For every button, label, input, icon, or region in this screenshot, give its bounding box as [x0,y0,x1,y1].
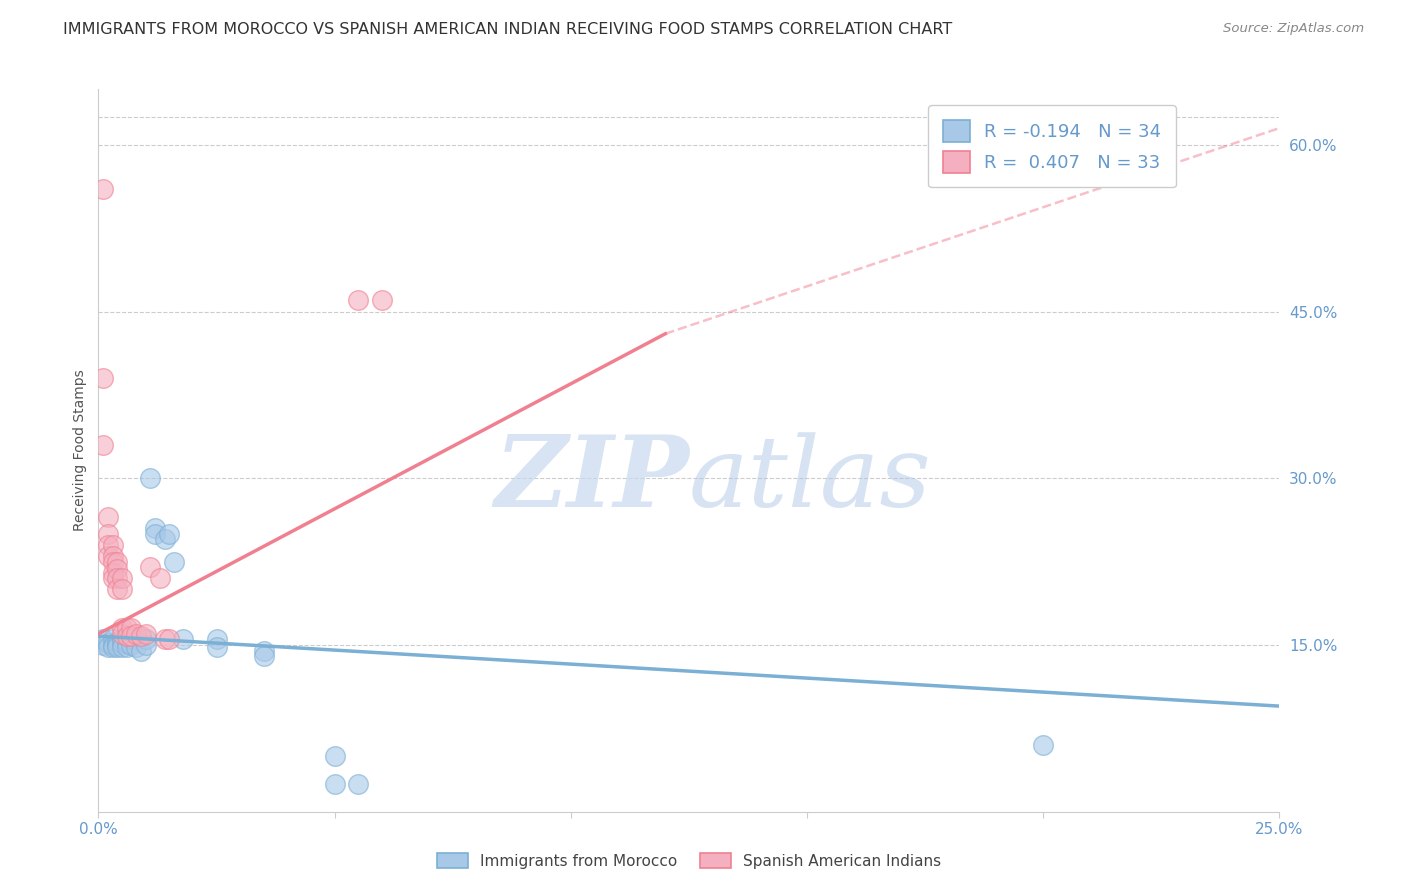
Point [347,293,370,308]
Point [121,638,143,652]
Point [111,632,134,647]
Y-axis label: Receiving Food Stamps: Receiving Food Stamps [73,369,87,532]
Text: atlas: atlas [689,432,932,527]
Point [97,549,120,563]
Point [323,777,346,791]
Point [143,526,166,541]
Point [157,526,180,541]
Point [105,638,128,652]
Point [205,640,228,655]
Point [101,555,124,569]
Point [101,538,124,552]
Legend: Immigrants from Morocco, Spanish American Indians: Immigrants from Morocco, Spanish America… [429,845,949,876]
Point [115,640,138,655]
Point [101,632,124,647]
Point [347,777,370,791]
Point [105,640,128,655]
Point [253,643,276,657]
Point [97,538,120,552]
Point [97,510,120,524]
Point [139,471,162,485]
Point [253,649,276,664]
Point [111,582,134,597]
Point [1032,738,1054,752]
Point [129,643,152,657]
Point [135,627,157,641]
Point [105,571,128,585]
Point [121,621,143,635]
Point [91,438,114,452]
Point [371,293,394,308]
Point [101,638,124,652]
Point [101,640,124,655]
Point [111,627,134,641]
Point [323,749,346,764]
Point [91,638,114,652]
Point [105,562,128,576]
Point [172,632,194,647]
Point [139,560,162,574]
Point [121,629,143,643]
Point [115,629,138,643]
Point [91,632,114,647]
Point [157,632,180,647]
Point [97,526,120,541]
Point [105,555,128,569]
Text: IMMIGRANTS FROM MOROCCO VS SPANISH AMERICAN INDIAN RECEIVING FOOD STAMPS CORRELA: IMMIGRANTS FROM MOROCCO VS SPANISH AMERI… [63,22,952,37]
Point [101,566,124,580]
Point [153,533,176,547]
Point [163,555,186,569]
Point [135,632,157,647]
Point [91,182,114,196]
Point [125,640,148,655]
Point [205,632,228,647]
Point [91,371,114,385]
Point [153,632,176,647]
Point [129,629,152,643]
Point [111,621,134,635]
Text: Source: ZipAtlas.com: Source: ZipAtlas.com [1223,22,1364,36]
Point [105,582,128,597]
Point [115,621,138,635]
Point [97,640,120,655]
Point [121,632,143,647]
Point [111,571,134,585]
Point [149,571,172,585]
Text: ZIP: ZIP [494,431,689,527]
Point [115,636,138,650]
Point [111,640,134,655]
Point [101,571,124,585]
Point [143,521,166,535]
Point [125,627,148,641]
Point [105,634,128,648]
Point [101,549,124,563]
Point [97,636,120,650]
Point [135,638,157,652]
Point [111,636,134,650]
